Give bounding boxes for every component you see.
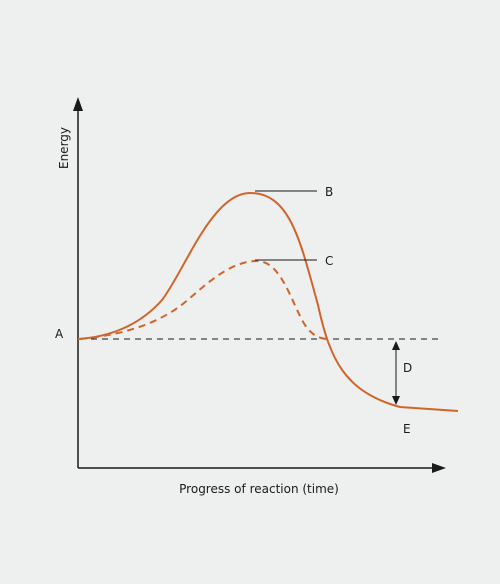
energy-difference-arrowhead-bottom: [392, 396, 400, 405]
label-c: C: [325, 254, 333, 268]
label-a: A: [55, 327, 64, 341]
label-d: D: [403, 361, 412, 375]
y-axis-label: Energy: [57, 127, 71, 169]
y-axis-arrowhead: [73, 97, 83, 111]
label-b: B: [325, 185, 333, 199]
uncatalysed-reaction-curve: [77, 191, 459, 412]
x-axis-label: Progress of reaction (time): [179, 482, 339, 496]
catalysed-reaction-curve: [79, 259, 331, 340]
x-axis-arrowhead: [432, 463, 446, 473]
label-e: E: [403, 422, 411, 436]
energy-difference-arrowhead-top: [392, 341, 400, 350]
